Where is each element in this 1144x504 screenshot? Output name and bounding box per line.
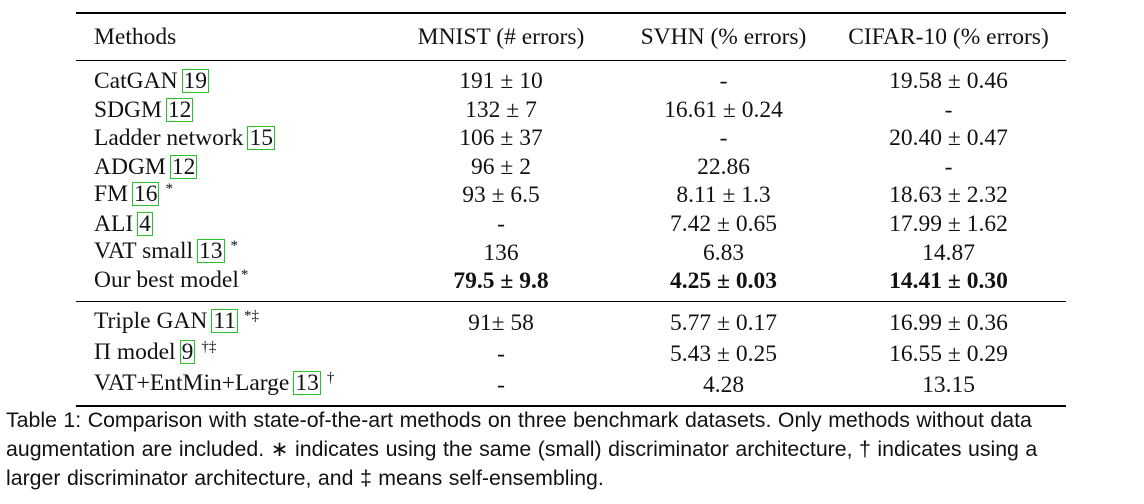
mnist-cell: 106 ± 37 [459, 125, 543, 152]
method-name: Ladder network [94, 125, 244, 152]
svhn-cell: 16.61 ± 0.24 [664, 96, 783, 123]
cifar-cell: 16.55 ± 0.29 [889, 340, 1008, 367]
method-cell: ALI 4 [76, 210, 386, 239]
method-name: Our best model [94, 266, 239, 293]
group-rule [76, 300, 1066, 302]
mnist-cell: 79.5 ± 9.8 [453, 268, 549, 295]
method-name: ALI [94, 210, 134, 237]
mnist-cell: 91± 58 [468, 309, 534, 336]
svhn-cell: 22.86 [697, 153, 750, 180]
method-cell: ADGM 12 [76, 153, 386, 182]
citation-link[interactable]: 4 [137, 210, 153, 237]
table-row: ADGM 12 96 ± 2 22.86 - [76, 153, 1066, 182]
top-rule [76, 12, 1066, 14]
method-name: FM [94, 180, 128, 207]
method-cell: VAT+EntMin+Large 13 † [76, 368, 386, 402]
citation-link[interactable]: 16 [131, 180, 160, 207]
svhn-cell: 4.28 [702, 371, 745, 398]
cifar-cell: 14.41 ± 0.30 [889, 268, 1008, 295]
table-row: SDGM 12 132 ± 7 16.61 ± 0.24 - [76, 96, 1066, 125]
method-cell: CatGAN 19 [76, 67, 386, 96]
svhn-cell: 8.11 ± 1.3 [676, 182, 771, 209]
svhn-cell: 7.42 ± 0.65 [670, 210, 777, 237]
cifar-cell: - [944, 96, 953, 123]
mnist-cell: 93 ± 6.5 [462, 182, 540, 209]
header-rule [76, 60, 1066, 61]
method-name: Triple GAN [94, 308, 208, 335]
svhn-cell: - [719, 68, 728, 94]
table-row: ALI 4 - 7.42 ± 0.65 17.99 ± 1.62 [76, 210, 1066, 239]
mnist-cell: - [497, 371, 505, 398]
method-cell: Ladder network 15 [76, 124, 386, 153]
table-row: CatGAN 19 191 ± 10 - 19.58 ± 0.46 [76, 67, 1066, 96]
svhn-cell: 4.25 ± 0.03 [670, 268, 777, 295]
footnote-mark: * [230, 238, 239, 255]
method-cell: VAT small 13 * [76, 237, 386, 269]
method-name: SDGM [94, 96, 162, 123]
method-cell: Triple GAN 11 *‡ [76, 306, 386, 340]
mnist-cell: - [497, 210, 505, 237]
svhn-cell: 5.77 ± 0.17 [670, 309, 777, 336]
table-row: VAT+EntMin+Large 13 † - 4.28 13.15 [76, 370, 1066, 401]
citation-link[interactable]: 11 [211, 308, 239, 335]
method-name: CatGAN [94, 68, 178, 94]
mnist-cell: - [497, 340, 505, 367]
mnist-cell: 191 ± 10 [459, 68, 543, 94]
table-row: VAT small 13 * 136 6.83 14.87 [76, 237, 1066, 269]
header-mnist: MNIST (# errors) [417, 24, 585, 50]
svhn-cell: 6.83 [702, 239, 745, 266]
header-row: Methods MNIST (# errors) SVHN (% errors)… [76, 18, 1066, 56]
table-group-secondary: Triple GAN 11 *‡ 91± 58 5.77 ± 0.17 16.99 ± 0… [76, 308, 1066, 401]
method-cell: Our best model * [76, 266, 386, 298]
citation-link[interactable]: 12 [165, 96, 194, 123]
cifar-cell: 20.40 ± 0.47 [889, 125, 1008, 152]
cifar-cell: 19.58 ± 0.46 [889, 68, 1008, 94]
cifar-cell: 17.99 ± 1.62 [889, 210, 1008, 237]
header-svhn: SVHN (% errors) [640, 24, 807, 50]
method-name: VAT small [94, 238, 194, 265]
cifar-cell: 13.15 [922, 371, 975, 398]
method-name: Π model [94, 339, 176, 366]
mnist-cell: 136 [483, 239, 519, 266]
cifar-cell: 14.87 [922, 239, 975, 266]
caption-line-1: Table 1: Comparison with state-of-the-ar… [6, 408, 1032, 432]
footnote-mark: †‡ [201, 339, 217, 356]
method-cell: FM 16 * [76, 180, 386, 212]
results-table: Methods MNIST (# errors) SVHN (% errors)… [76, 12, 1066, 407]
mnist-cell: 96 ± 2 [471, 153, 531, 180]
cifar-cell: - [944, 153, 953, 180]
cifar-cell: 16.99 ± 0.36 [889, 309, 1008, 336]
table-group-main: CatGAN 19 191 ± 10-19.58 ± 0.46 SDGM 12 132 ±… [76, 67, 1066, 296]
table-row: Triple GAN 11 *‡ 91± 58 5.77 ± 0.17 16.99 ± 0… [76, 308, 1066, 339]
citation-link[interactable]: 13 [197, 238, 225, 265]
method-cell: SDGM 12 [76, 96, 386, 125]
bottom-rule [76, 404, 1066, 407]
citation-link[interactable]: 9 [179, 339, 196, 366]
cifar-cell: 18.63 ± 2.32 [889, 182, 1008, 209]
method-name: VAT+EntMin+Large [94, 370, 290, 397]
table-row: FM 16 * 93 ± 6.5 8.11 ± 1.3 18.63 ± 2.32 [76, 181, 1066, 210]
caption-line-2: augmentation are included. ∗ indicates u… [6, 437, 1038, 461]
method-name: ADGM [94, 153, 166, 180]
svhn-cell: - [719, 125, 728, 152]
footnote-mark: * [165, 180, 173, 197]
footnote-mark: * [240, 266, 249, 283]
citation-link[interactable]: 15 [247, 125, 275, 152]
footnote-mark: † [326, 370, 335, 387]
header-methods: Methods [94, 24, 177, 50]
footnote-mark: *‡ [244, 308, 260, 325]
table-row: Π model 9 †‡ - 5.43 ± 0.25 16.55 ± 0.29 [76, 339, 1066, 370]
citation-link[interactable]: 12 [169, 153, 198, 180]
method-cell: Π model 9 †‡ [76, 337, 386, 371]
citation-link[interactable]: 13 [293, 370, 321, 397]
table-row: Ladder network 15 106 ± 37 - 20.40 ± 0.47 [76, 124, 1066, 153]
citation-link[interactable]: 19 [181, 68, 210, 94]
table-caption: Table 1: Comparison with state-of-the-ar… [6, 406, 1142, 493]
mnist-cell: 132 ± 7 [465, 96, 537, 123]
svhn-cell: 5.43 ± 0.25 [670, 340, 777, 367]
table-row: Our best model * 79.5 ± 9.8 4.25 ± 0.03 14.4… [76, 267, 1066, 296]
caption-line-3: larger discriminator architecture, and ‡… [6, 466, 604, 490]
header-cifar: CIFAR-10 (% errors) [848, 24, 1049, 50]
